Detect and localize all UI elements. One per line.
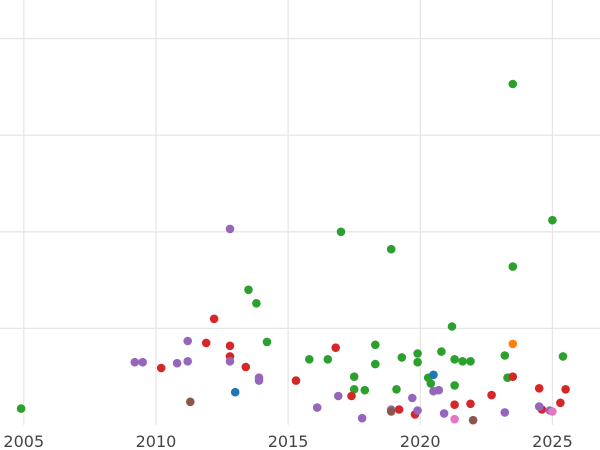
data-point (466, 399, 475, 409)
data-point (386, 244, 396, 254)
data-point (262, 337, 272, 347)
data-point (468, 415, 478, 425)
data-point (347, 391, 356, 401)
data-point (386, 407, 396, 416)
data-point (349, 385, 359, 394)
points-layer (16, 79, 570, 425)
data-point (556, 398, 565, 408)
x-tick-label: 2010 (136, 432, 177, 450)
data-point (323, 355, 333, 364)
data-point (439, 409, 449, 418)
data-point (156, 363, 166, 373)
data-point (447, 322, 457, 331)
data-point (371, 359, 380, 369)
data-point (291, 376, 301, 385)
data-point (331, 343, 341, 353)
data-point (254, 376, 264, 385)
data-point (508, 79, 518, 89)
data-point (434, 385, 444, 395)
data-point (183, 336, 192, 346)
data-point (252, 299, 261, 308)
grid-layer (0, 0, 600, 425)
data-point (413, 406, 422, 415)
data-point (413, 357, 422, 367)
data-point (397, 353, 407, 362)
x-tick-label: 2005 (3, 432, 44, 450)
data-point (312, 403, 322, 412)
data-point (130, 357, 140, 367)
data-point (426, 379, 436, 388)
data-point (16, 404, 26, 413)
data-point (138, 357, 147, 367)
data-point (305, 355, 314, 364)
data-point (561, 385, 570, 394)
data-point (334, 391, 343, 401)
data-point (450, 400, 459, 410)
data-point (201, 338, 211, 348)
data-point (437, 347, 446, 356)
data-point (558, 352, 568, 361)
data-point (392, 385, 401, 394)
data-point (466, 357, 475, 366)
data-point (548, 215, 557, 225)
data-point (394, 405, 404, 414)
data-point (183, 357, 192, 366)
data-point (349, 372, 359, 382)
data-point (508, 372, 518, 382)
x-tick-labels: 2005 2010 2015 2020 2025 (3, 432, 572, 450)
data-point (357, 413, 367, 423)
data-point (225, 357, 235, 366)
x-tick-label: 2015 (268, 432, 309, 450)
data-point (450, 414, 459, 424)
x-tick-label: 2025 (532, 432, 573, 450)
data-point (244, 285, 253, 295)
data-point (186, 397, 195, 407)
data-point (450, 381, 459, 390)
data-point (225, 224, 235, 234)
data-point (209, 314, 219, 324)
data-point (408, 393, 417, 403)
data-point (413, 349, 422, 358)
data-point (172, 358, 182, 368)
data-point (534, 384, 544, 393)
data-point (225, 341, 235, 351)
data-point (548, 407, 557, 416)
data-point (450, 355, 459, 364)
data-point (371, 340, 380, 350)
x-tick-label: 2020 (400, 432, 441, 450)
data-point (458, 357, 467, 366)
data-point (500, 408, 510, 417)
data-point (508, 262, 518, 271)
data-point (487, 390, 496, 400)
data-point (500, 351, 510, 360)
data-point (336, 227, 346, 237)
data-point (534, 402, 544, 411)
data-point (241, 362, 251, 372)
data-point (360, 385, 370, 395)
data-point (230, 387, 240, 397)
data-point (508, 339, 518, 349)
data-point (429, 370, 438, 380)
